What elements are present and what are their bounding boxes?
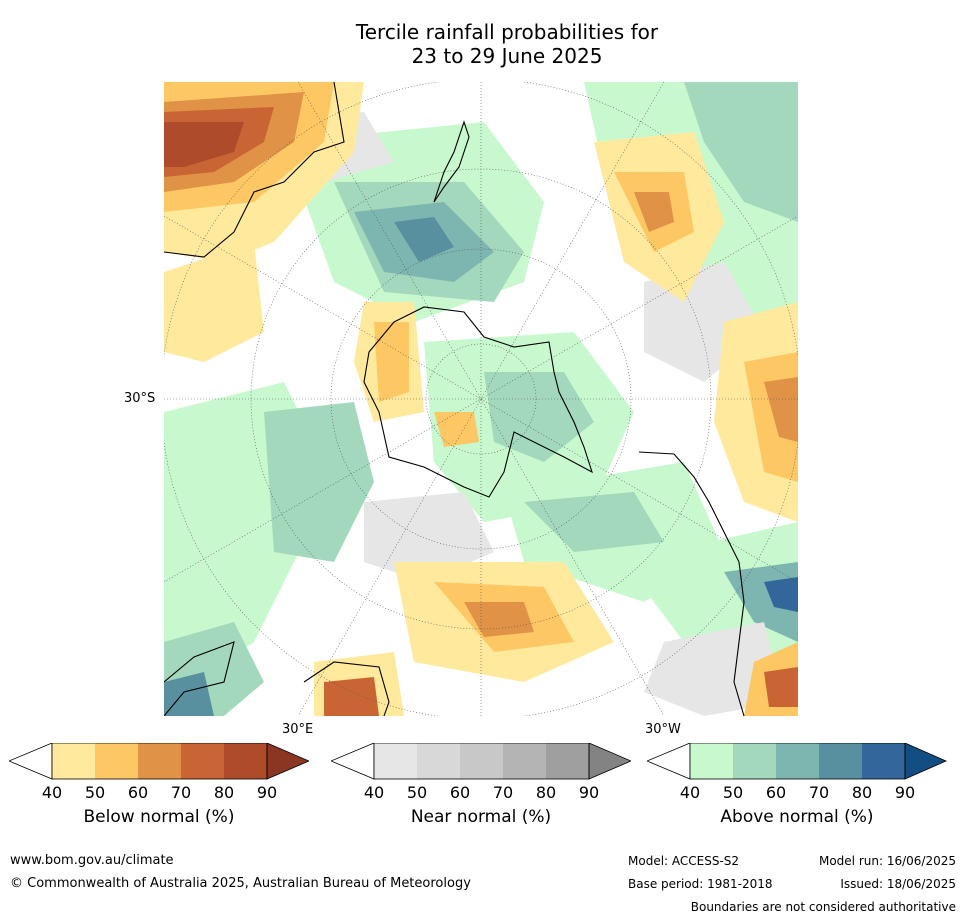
graticule [164,82,798,716]
tick-label: 90 [256,783,278,802]
australia-coastline [164,82,345,258]
colorbar-above-normal: 40 50 60 70 80 90 Above normal (%) [645,742,947,827]
tick-label: 70 [170,783,192,802]
colorbar-below-normal: 40 50 60 70 80 90 Below normal (%) [7,742,311,827]
tick-label: 50 [722,783,744,802]
coastlines [164,82,745,716]
issued-label: Issued: 18/06/2025 [840,877,956,891]
rainfall-probability-map[interactable] [164,82,798,716]
title-line-2: 23 to 29 June 2025 [411,44,603,68]
new-zealand-coastline [433,120,470,203]
colorbar-near-normal: 40 50 60 70 80 90 Near normal (%) [329,742,633,827]
model-label: Model: ACCESS-S2 [628,854,740,868]
tick-label: 50 [84,783,106,802]
colorbar-title: Below normal (%) [83,807,235,827]
tick-label: 60 [449,783,471,802]
tick-label: 60 [127,783,149,802]
longitude-label-30w: 30°W [645,722,681,737]
tick-label: 50 [406,783,428,802]
colorbar-title: Near normal (%) [410,807,552,827]
colorbar-title: Above normal (%) [720,807,874,827]
latitude-label-30s: 30°S [124,391,156,406]
title-line-1: Tercile rainfall probabilities for [355,20,659,44]
tick-label: 40 [363,783,385,802]
colorbar-near-normal-swatches [329,742,633,780]
tick-label: 80 [535,783,557,802]
model-run-label: Model run: 16/06/2025 [818,854,956,868]
colorbar-below-normal-swatches [7,742,311,780]
tick-label: 80 [851,783,873,802]
south-america-coastline [638,451,745,716]
tick-label: 80 [213,783,235,802]
copyright-text: © Commonwealth of Australia 2025, Austra… [10,876,471,891]
colorbar-above-normal-swatches [645,742,947,780]
map-canvas [164,82,798,716]
tick-label: 70 [492,783,514,802]
madagascar-coastline [303,661,390,716]
tick-label: 60 [765,783,787,802]
below-normal-regions [164,82,798,716]
tick-label: 40 [41,783,63,802]
tick-label: 70 [808,783,830,802]
antarctica-coastline [363,306,593,498]
africa-coastline [164,641,235,716]
longitude-label-30e: 30°E [282,722,314,737]
tick-label: 90 [894,783,916,802]
base-period-label: Base period: 1981-2018 [628,877,773,891]
website-link[interactable]: www.bom.gov.au/climate [10,853,174,868]
tick-label: 40 [679,783,701,802]
map-title: Tercile rainfall probabilities for 23 to… [0,20,965,68]
disclaimer-text: Boundaries are not considered authoritat… [690,900,956,914]
tick-label: 90 [578,783,600,802]
